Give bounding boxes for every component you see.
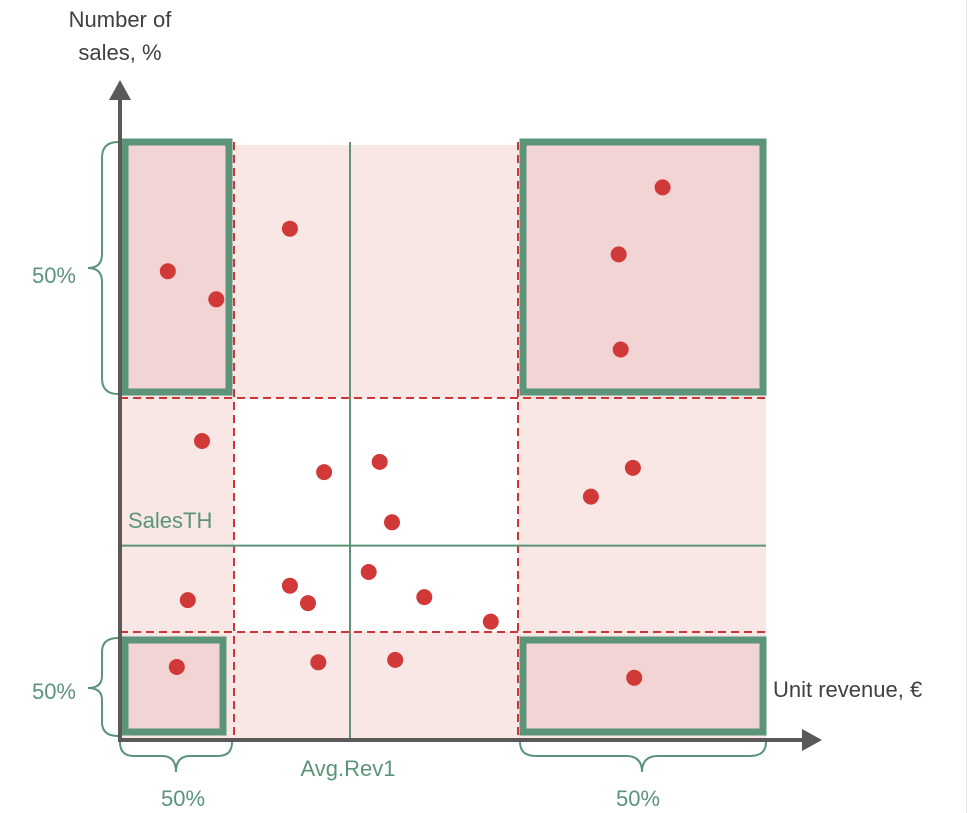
data-point-1 [159, 263, 176, 280]
data-point-22 [626, 669, 643, 686]
data-point-10 [384, 514, 400, 531]
data-point-6 [654, 179, 671, 196]
highlight-top-right [519, 138, 767, 396]
page-edge-divider [966, 0, 967, 813]
data-points [159, 179, 671, 686]
bracket-label-left-bottom: 50% [32, 679, 76, 704]
bracket-label-bottom-left: 50% [161, 786, 205, 811]
zone-mid-bottom [234, 632, 518, 738]
brackets [87, 141, 767, 773]
x-axis-label: Unit revenue, € [773, 677, 922, 702]
bracket-left-bottom [87, 637, 119, 737]
data-point-4 [610, 246, 627, 263]
bracket-bottom-left [119, 741, 233, 773]
x-axis-arrow-icon [802, 729, 822, 751]
avg-rev-label: Avg.Rev1 [301, 756, 396, 781]
bracket-label-bottom-right: 50% [616, 786, 660, 811]
data-point-14 [281, 577, 298, 594]
background-zones [120, 138, 767, 738]
data-point-2 [208, 291, 225, 308]
bracket-left-top [87, 141, 119, 395]
data-point-18 [482, 613, 499, 630]
y-axis-label-line1: Number of [69, 7, 173, 32]
data-point-5 [612, 341, 629, 358]
bracket-bottom-right [519, 741, 767, 773]
y-axis-label-line2: sales, % [78, 40, 161, 65]
highlight-top-left [121, 138, 233, 396]
bracket-label-left-top: 50% [32, 263, 76, 288]
axes [109, 80, 822, 751]
data-point-13 [179, 592, 196, 609]
data-point-21 [387, 651, 404, 668]
data-point-20 [310, 654, 327, 671]
highlight-bottom-left [121, 636, 227, 736]
data-point-16 [360, 564, 377, 580]
data-point-8 [316, 464, 333, 481]
highlight-bottom-right [519, 636, 767, 736]
data-point-9 [371, 453, 388, 470]
data-point-7 [194, 433, 210, 449]
data-point-19 [168, 659, 185, 675]
sales-threshold-label: SalesTH [128, 508, 212, 533]
data-point-11 [582, 488, 599, 505]
data-point-17 [416, 589, 433, 606]
zone-mid-top [234, 145, 518, 398]
y-axis-arrow-icon [109, 80, 131, 100]
percentile-lines [120, 142, 766, 738]
data-point-12 [624, 459, 641, 476]
data-point-15 [300, 595, 316, 612]
data-point-3 [281, 220, 298, 237]
